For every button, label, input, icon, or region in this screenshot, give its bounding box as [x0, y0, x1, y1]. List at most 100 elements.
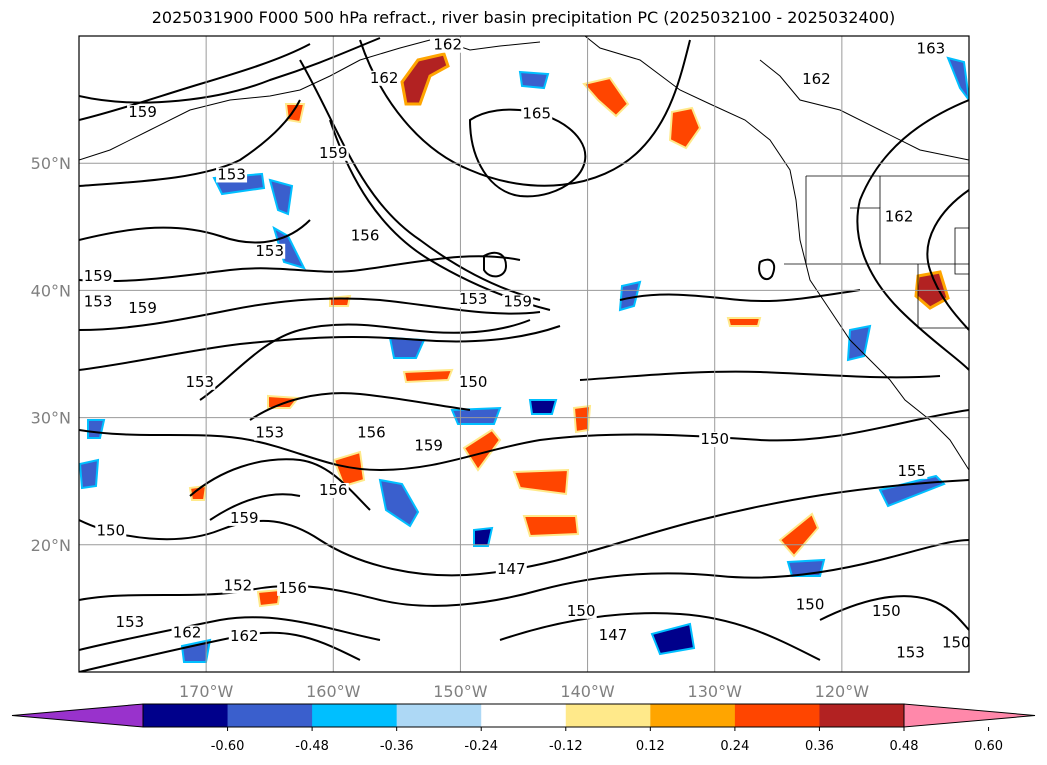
- contour-label: 153: [255, 242, 284, 260]
- gridlines: [79, 36, 969, 672]
- contour-label-bg: [95, 523, 127, 539]
- colorbar-frame: [142, 703, 905, 728]
- precip-positive-blob: [726, 317, 762, 327]
- contour-label-bg: [896, 463, 928, 479]
- contour-label: 165: [522, 104, 551, 122]
- contour-label: 162: [173, 623, 202, 641]
- contour-label: 159: [414, 436, 443, 454]
- colorbar-segment: [143, 704, 229, 727]
- lon-tick-label: 160°W: [306, 682, 361, 701]
- precip-negative-blob: [450, 406, 502, 425]
- contour-label-bg: [317, 145, 349, 161]
- contour-label: 153: [217, 165, 246, 183]
- contour-label-bg: [127, 105, 159, 121]
- contour-label-bg: [597, 627, 629, 643]
- colorbar-tick-label: -0.36: [380, 739, 414, 754]
- contour-label-bg: [216, 167, 248, 183]
- contour-label: 147: [599, 626, 628, 644]
- contour-label: 150: [872, 602, 901, 620]
- colorbar-segment: [819, 704, 905, 727]
- precip-positive-blob: [402, 368, 454, 384]
- contour-label-bg: [495, 561, 527, 577]
- contour-label: 150: [96, 522, 125, 540]
- colorbar-segment: [312, 704, 398, 727]
- contour-label-bg: [915, 41, 947, 57]
- colorbar-segment: [227, 704, 313, 727]
- contour-label-bg: [171, 625, 203, 641]
- contour-label: 152: [224, 576, 253, 594]
- precip-positive-blob: [668, 106, 702, 150]
- contour-label: 159: [128, 103, 157, 121]
- contour-label-bg: [82, 269, 114, 285]
- contour-label-bg: [355, 425, 387, 441]
- lat-tick-label: 30°N: [31, 409, 71, 428]
- contour-label: 156: [319, 481, 348, 499]
- contour-label: 155: [897, 462, 926, 480]
- colorbar-tick-label: 0.48: [890, 739, 919, 754]
- colorbar-segment: [650, 704, 736, 727]
- contour-label: 162: [433, 36, 462, 54]
- axis-labels: 50°N 40°N 30°N 20°N 170°W 160°W 150°W 140°W 130°…: [31, 154, 870, 701]
- precip-negative-blob: [87, 419, 106, 439]
- contour-label-bg: [277, 580, 309, 596]
- contour-label: 153: [84, 293, 113, 311]
- contour-label: 163: [917, 40, 946, 58]
- lon-tick-label: 170°W: [179, 682, 234, 701]
- colorbar-tick-label: -0.60: [211, 739, 245, 754]
- contour-label: 162: [885, 207, 914, 225]
- precip-positive-blob: [512, 468, 570, 496]
- contour-label: 153: [896, 644, 925, 662]
- contour-label: 156: [278, 579, 307, 597]
- contour-label-bg: [502, 294, 534, 310]
- precip-negative-blob: [618, 280, 642, 312]
- contour-label: 159: [319, 144, 348, 162]
- precip-negative-blob: [79, 458, 100, 490]
- contour-label: 150: [796, 595, 825, 613]
- precip-negative-blob: [528, 399, 558, 415]
- contour-label-bg: [184, 374, 216, 390]
- contour-label: 153: [116, 613, 145, 631]
- contour-label: 153: [185, 373, 214, 391]
- contour-label: 156: [351, 227, 380, 245]
- contour-label-bg: [800, 72, 832, 88]
- colorbar-tick-label: -0.12: [549, 739, 583, 754]
- precip-positive-blob: [522, 515, 580, 538]
- colorbar-segment: [396, 704, 482, 727]
- precip-positive-blob: [400, 52, 450, 106]
- contour-label-bg: [127, 301, 159, 317]
- contour-label: 162: [370, 69, 399, 87]
- precip-positive-blob: [284, 103, 306, 124]
- contour-label: 159: [84, 267, 113, 285]
- precipitation-field: [79, 52, 969, 663]
- colorbar-tick-label: -0.24: [464, 739, 498, 754]
- precip-positive-blob: [256, 588, 282, 608]
- contour-label-bg: [794, 597, 826, 613]
- lat-tick-label: 20°N: [31, 536, 71, 555]
- lat-tick-label: 40°N: [31, 281, 71, 300]
- contour-label: 150: [700, 430, 729, 448]
- contour-label: 159: [128, 299, 157, 317]
- precip-negative-blob: [650, 622, 696, 656]
- precip-negative-blob: [268, 178, 294, 216]
- contour-label-bg: [565, 603, 597, 619]
- precip-positive-blob: [462, 428, 502, 472]
- contour-label-bg: [699, 432, 731, 448]
- contour-label-bg: [940, 635, 972, 651]
- colorbar-over-arrow: [903, 703, 1036, 728]
- lon-tick-label: 130°W: [688, 682, 743, 701]
- colorbar-tick-label: 0.12: [636, 739, 665, 754]
- contour-label-bg: [114, 615, 146, 631]
- contour-label: 150: [942, 634, 971, 652]
- contour-label-bg: [254, 243, 286, 259]
- contour-label-bg: [883, 209, 915, 225]
- colorbar-segment: [565, 704, 651, 727]
- contour-label-bg: [432, 37, 464, 53]
- precip-negative-blob: [518, 70, 550, 90]
- contour-label: 153: [459, 290, 488, 308]
- colorbar-under-arrow: [11, 703, 144, 728]
- colorbar-tick-label: -0.48: [295, 739, 329, 754]
- colorbar-tick-label: 0.36: [805, 739, 834, 754]
- colorbar-tick-label: 0.24: [720, 739, 749, 754]
- contour-label-bg: [228, 510, 260, 526]
